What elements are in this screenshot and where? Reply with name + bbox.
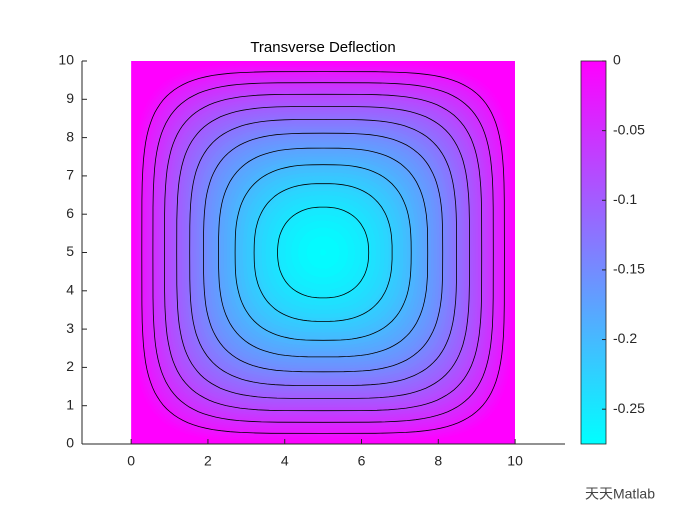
y-tick-label: 4	[66, 282, 74, 298]
colorbar-tick-label: -0.1	[613, 191, 637, 207]
x-tick-label: 4	[281, 453, 289, 469]
y-tick-label: 2	[66, 358, 74, 374]
contour-line	[152, 82, 494, 423]
y-tick-label: 0	[66, 435, 74, 451]
contour-line	[277, 206, 370, 299]
contour-line	[218, 147, 429, 358]
colorbar-tick-label: -0.2	[613, 330, 637, 346]
contour-line	[203, 132, 444, 373]
colorbar-tick-label: 0	[613, 52, 621, 68]
x-tick-label: 8	[434, 453, 442, 469]
y-tick-label: 8	[66, 128, 74, 144]
colorbar-tick-label: -0.25	[613, 400, 645, 416]
x-tick-label: 10	[507, 453, 523, 469]
x-tick-label: 0	[127, 453, 135, 469]
y-tick-label: 7	[66, 167, 74, 183]
chart-title: Transverse Deflection	[250, 39, 395, 56]
colorbar	[580, 60, 607, 445]
contour-line	[253, 183, 393, 322]
y-tick-label: 5	[66, 243, 74, 259]
y-tick-label: 3	[66, 320, 74, 336]
x-tick-label: 6	[358, 453, 366, 469]
contour-line	[141, 71, 505, 434]
plot-area	[131, 61, 515, 444]
contour-line	[234, 164, 412, 341]
y-tick-label: 9	[66, 90, 74, 106]
colorbar-tick-label: -0.15	[613, 261, 645, 277]
contour-line	[189, 118, 458, 387]
contour-line	[164, 93, 483, 412]
y-tick-label: 10	[58, 52, 74, 68]
y-tick-label: 1	[66, 396, 74, 412]
field-fill	[320, 249, 327, 256]
contour-line	[176, 106, 470, 399]
y-tick-label: 6	[66, 205, 74, 221]
x-tick-label: 2	[204, 453, 212, 469]
watermark: 天天Matlab	[585, 486, 655, 502]
colorbar-tick-label: -0.05	[613, 121, 645, 137]
